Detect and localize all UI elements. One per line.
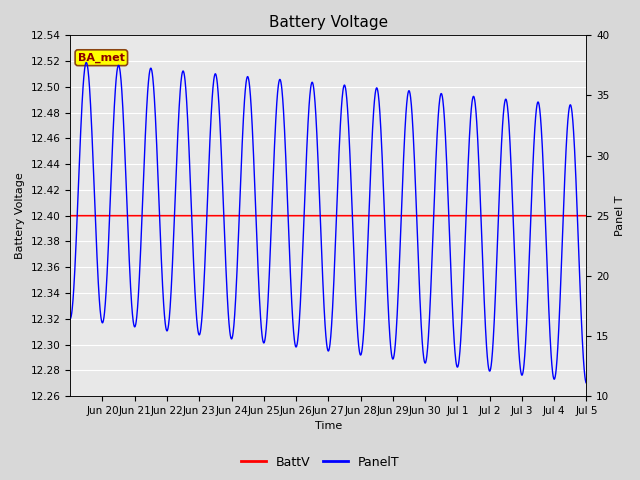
Title: Battery Voltage: Battery Voltage <box>269 15 388 30</box>
Legend: BattV, PanelT: BattV, PanelT <box>236 451 404 474</box>
Y-axis label: Battery Voltage: Battery Voltage <box>15 172 25 259</box>
Text: BA_met: BA_met <box>78 53 125 63</box>
X-axis label: Time: Time <box>315 421 342 432</box>
Y-axis label: Panel T: Panel T <box>615 195 625 236</box>
